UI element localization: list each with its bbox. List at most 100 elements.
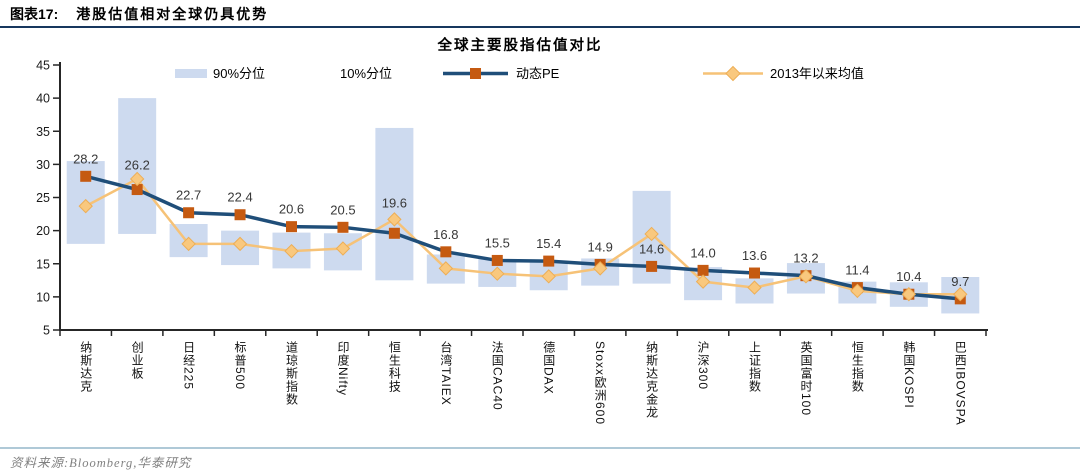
x-axis-label: 纳斯达克金龙 <box>644 341 659 419</box>
pe-marker <box>337 221 349 233</box>
x-axis-label: 德国DAX <box>541 341 556 395</box>
pe-value-label: 15.5 <box>485 235 510 250</box>
legend-swatch-90pct <box>175 69 207 78</box>
x-axis-label: 沪深300 <box>696 341 711 391</box>
mean-marker <box>850 283 865 299</box>
mean-markers <box>78 171 968 302</box>
pe-value-label: 13.6 <box>742 248 767 263</box>
pe-line <box>85 174 961 301</box>
pe-marker <box>749 267 760 279</box>
pe-value-label: 14.9 <box>588 239 613 254</box>
mean-marker <box>78 198 93 214</box>
pe-value-label: 10.4 <box>896 269 921 284</box>
header-rule <box>0 26 1080 28</box>
mean-marker <box>335 241 351 256</box>
legend-label-mean: 2013年以来均值 <box>770 66 864 81</box>
pe-value-label: 22.7 <box>176 188 201 203</box>
pe-value-label: 20.6 <box>279 202 304 217</box>
figure-label: 图表17: <box>10 6 59 22</box>
mean-marker <box>747 280 762 295</box>
legend-marker-mean <box>725 65 741 82</box>
mean-marker <box>541 269 556 284</box>
pe-value-labels: 28.2 26.2 22.7 22.4 20.6 20.5 19.6 16.8 15.5 15.4… <box>73 151 969 289</box>
pe-value-label: 22.4 <box>227 190 252 205</box>
mean-marker <box>798 269 814 284</box>
pe-value-label: 13.2 <box>793 251 818 266</box>
y-tick-label: 35 <box>36 125 50 139</box>
y-tick-label: 5 <box>43 324 50 338</box>
x-axis-label: 上证指数 <box>747 341 762 393</box>
pe-marker <box>440 246 452 258</box>
pe-marker <box>388 227 400 239</box>
mean-marker <box>592 261 608 276</box>
pe-value-label: 9.7 <box>951 274 969 289</box>
mean-marker <box>387 212 402 227</box>
x-axis-label: 法国CAC40 <box>490 341 505 411</box>
pe-value-label: 26.2 <box>125 158 150 173</box>
pe-marker <box>646 260 658 272</box>
y-tick-label: 40 <box>36 92 50 106</box>
y-tick-label: 45 <box>36 59 50 73</box>
y-axis: 45 40 35 30 25 20 15 10 5 <box>36 59 61 338</box>
x-axis-label: 纳斯达克 <box>78 341 93 393</box>
mean-marker <box>181 236 196 252</box>
x-axis-label: Stoxx欧洲600 <box>593 341 608 426</box>
x-axis-label: 日经225 <box>181 341 196 391</box>
pe-marker <box>234 209 246 221</box>
mean-line <box>85 177 961 296</box>
pe-value-label: 20.5 <box>330 202 355 217</box>
x-axis-label: 恒生指数 <box>850 341 865 393</box>
legend-label-90pct: 90%分位 <box>213 66 265 81</box>
x-axis-label: 创业板 <box>130 341 145 380</box>
y-tick-label: 10 <box>36 290 50 304</box>
mean-marker <box>284 243 299 259</box>
source-rule <box>0 447 1080 449</box>
band-bar <box>375 127 414 281</box>
pe-value-label: 11.4 <box>845 263 869 278</box>
mean-marker <box>644 226 659 242</box>
x-axis-label: 台湾TAIEX <box>438 341 453 406</box>
x-axis-label: 英国富时100 <box>798 341 813 417</box>
y-tick-label: 15 <box>36 257 50 271</box>
y-tick-label: 25 <box>36 191 50 205</box>
legend-label-10pct: 10%分位 <box>340 66 392 81</box>
legend-label-pe: 动态PE <box>516 66 560 81</box>
x-axis-label: 道琼斯指数 <box>284 341 299 406</box>
x-axis-label: 标普500 <box>233 341 248 391</box>
legend: 90%分位 10%分位 动态PE 2013年以来均值 <box>175 65 864 82</box>
figure-title: 港股估值相对全球仍具优势 <box>76 6 269 22</box>
x-axis-label: 恒生科技 <box>387 341 402 393</box>
pe-marker <box>543 255 555 267</box>
pe-value-label: 19.6 <box>382 195 407 210</box>
mean-marker <box>438 261 454 276</box>
pe-marker <box>183 207 195 219</box>
y-tick-label: 30 <box>36 158 50 172</box>
source-note: 资料来源:Bloomberg,华泰研究 <box>10 456 192 470</box>
mean-marker <box>953 287 968 302</box>
pe-value-label: 28.2 <box>73 151 98 166</box>
y-tick-label: 20 <box>36 224 50 238</box>
figure-header: 图表17: 港股估值相对全球仍具优势 <box>10 4 268 24</box>
pe-marker <box>491 254 503 266</box>
pe-value-label: 16.8 <box>433 227 458 242</box>
legend-marker-pe <box>470 68 481 79</box>
mean-marker <box>490 266 505 281</box>
pe-marker <box>131 184 143 196</box>
x-axis-label: 韩国KOSPI <box>901 341 916 409</box>
x-axis-label: 巴西IBOVSPA <box>953 341 968 426</box>
pe-value-label: 15.4 <box>536 236 561 251</box>
mean-marker <box>695 274 711 289</box>
chart-title: 全球主要股指估值对比 <box>437 36 603 54</box>
pe-marker <box>80 170 92 182</box>
band-bar <box>118 98 157 234</box>
pe-value-label: 14.0 <box>690 245 715 260</box>
x-axis-label: 印度Nifty <box>335 341 350 396</box>
mean-marker <box>901 287 917 302</box>
percentile-band-bars <box>66 98 980 314</box>
pe-marker <box>697 264 709 276</box>
x-axis <box>59 329 988 336</box>
mean-marker <box>129 171 145 187</box>
mean-marker <box>232 236 248 252</box>
